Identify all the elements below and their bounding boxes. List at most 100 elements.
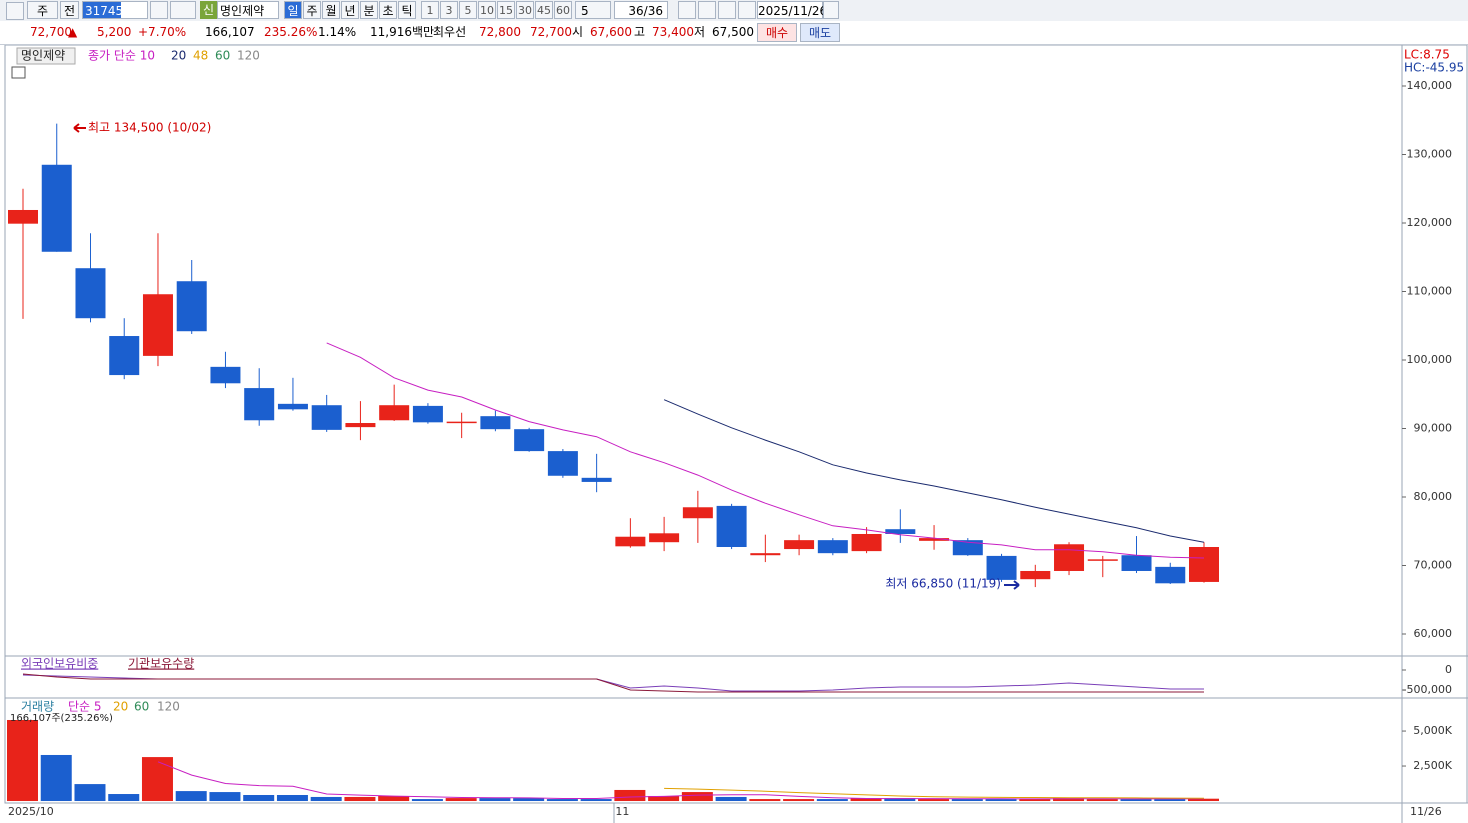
period-button[interactable]: 틱	[398, 1, 416, 19]
new-badge: 신	[200, 1, 217, 19]
stock-code[interactable]: 317450	[82, 1, 148, 19]
volume-bar	[614, 789, 646, 802]
window-icon[interactable]	[6, 2, 24, 20]
search-button[interactable]	[150, 1, 168, 19]
ma-line	[22, 673, 1204, 693]
volume-bar	[580, 799, 612, 802]
x-tick-label: 2025/10	[8, 805, 54, 818]
quote-field: 11,916백만	[370, 25, 435, 39]
toolbar-button[interactable]: 전	[60, 1, 79, 19]
quote-field: 시	[572, 25, 584, 39]
interval-button[interactable]: 45	[535, 1, 553, 19]
period-button[interactable]: 년	[341, 1, 359, 19]
y-tick-label: 70,000	[1414, 558, 1453, 571]
legend-item: 외국인보유비중	[21, 657, 98, 671]
volume-bar	[715, 796, 747, 802]
interval-button[interactable]: 15	[497, 1, 515, 19]
chart: 60,000 70,000 80,000 90,000 100,000 110,000 12…	[4, 45, 1468, 823]
candle-body	[615, 536, 646, 547]
count-select[interactable]: 5	[575, 1, 611, 19]
quote-field: 5,200	[97, 25, 132, 39]
candle-body	[784, 540, 815, 550]
quote-field: ▲	[68, 25, 78, 39]
tool-icon[interactable]	[738, 1, 756, 19]
interval-button[interactable]: 1	[421, 1, 439, 19]
candle-body	[1189, 547, 1219, 582]
volume-bar	[985, 799, 1017, 802]
period-button[interactable]: 초	[379, 1, 397, 19]
legend-box	[16, 47, 76, 65]
legend-item: 60	[134, 700, 149, 714]
tool-icon[interactable]	[678, 1, 696, 19]
annotation: 최고 134,500 (10/02)	[88, 121, 211, 135]
hc-label: HC:-45.95	[1404, 61, 1464, 75]
volume-bar	[850, 798, 882, 802]
y-tick-label: -500,000	[1403, 683, 1452, 696]
interval-button[interactable]: 5	[459, 1, 477, 19]
volume-bar	[1053, 798, 1085, 802]
volume-bar	[513, 798, 545, 802]
lc-label: LC:8.75	[1404, 48, 1450, 62]
volume-bar	[648, 795, 680, 802]
period-button[interactable]: 주	[303, 1, 321, 19]
calendar-button[interactable]	[823, 1, 839, 19]
volume-caption: 166,107주(235.26%)	[10, 713, 113, 724]
volume-bar	[243, 795, 275, 802]
candle-body	[885, 529, 916, 534]
tool-icon[interactable]	[718, 1, 736, 19]
legend-item: 단순 5	[68, 700, 102, 714]
candle-body	[682, 507, 713, 519]
interval-button[interactable]: 60	[554, 1, 572, 19]
candle-body	[547, 451, 578, 476]
y-tick-label: 80,000	[1414, 490, 1453, 503]
legend-item: 120	[157, 700, 180, 714]
candle-body	[1087, 559, 1118, 561]
stock-name[interactable]: 명인제약	[217, 1, 279, 19]
candle-body	[750, 553, 781, 556]
period-button[interactable]: 월	[322, 1, 340, 19]
quote-field: 166,107	[205, 25, 255, 39]
quote-field: 72,800	[479, 25, 521, 39]
sell-button[interactable]: 매도	[800, 23, 840, 42]
period-button[interactable]: 일	[284, 1, 302, 19]
ma-line	[326, 342, 1205, 559]
buy-button[interactable]: 매수	[757, 23, 797, 42]
chart-frame	[4, 45, 1468, 804]
sound-button[interactable]	[170, 1, 196, 19]
candle-body	[581, 477, 612, 482]
interval-button[interactable]: 10	[478, 1, 496, 19]
x-end-label: 11/26	[1410, 805, 1442, 818]
candle-body	[1020, 570, 1051, 580]
quote-field: 67,500	[712, 25, 754, 39]
volume-bar	[884, 798, 916, 802]
candle-body	[817, 540, 848, 554]
y-tick-label: 100,000	[1407, 353, 1453, 366]
volume-bar	[209, 792, 241, 802]
candle-body	[75, 268, 106, 319]
arrow	[73, 123, 86, 133]
legend-item: 60	[215, 49, 230, 63]
legend-item: 20	[113, 700, 128, 714]
volume-bar	[546, 799, 578, 802]
period-button[interactable]: 분	[360, 1, 378, 19]
date-field[interactable]: 2025/11/26	[757, 1, 827, 19]
volume-bar	[681, 792, 713, 802]
interval-button[interactable]: 30	[516, 1, 534, 19]
quote-field: 고	[634, 25, 646, 39]
annotation: 최저 66,850 (11/19)	[885, 577, 1001, 591]
toolbar-button[interactable]: 주	[27, 1, 58, 19]
quote-field: +7.70%	[138, 25, 187, 39]
candle-body	[986, 555, 1017, 580]
tool-icon[interactable]	[698, 1, 716, 19]
candle-body	[345, 423, 376, 428]
volume-bar	[1188, 798, 1219, 802]
y-tick-label: 140,000	[1407, 79, 1453, 92]
candle-body	[446, 421, 477, 424]
candle-body	[649, 533, 680, 543]
volume-bar	[1086, 799, 1118, 802]
candle-body	[412, 405, 443, 423]
interval-button[interactable]: 3	[440, 1, 458, 19]
legend-item: 120	[237, 49, 260, 63]
volume-bar	[74, 784, 106, 802]
